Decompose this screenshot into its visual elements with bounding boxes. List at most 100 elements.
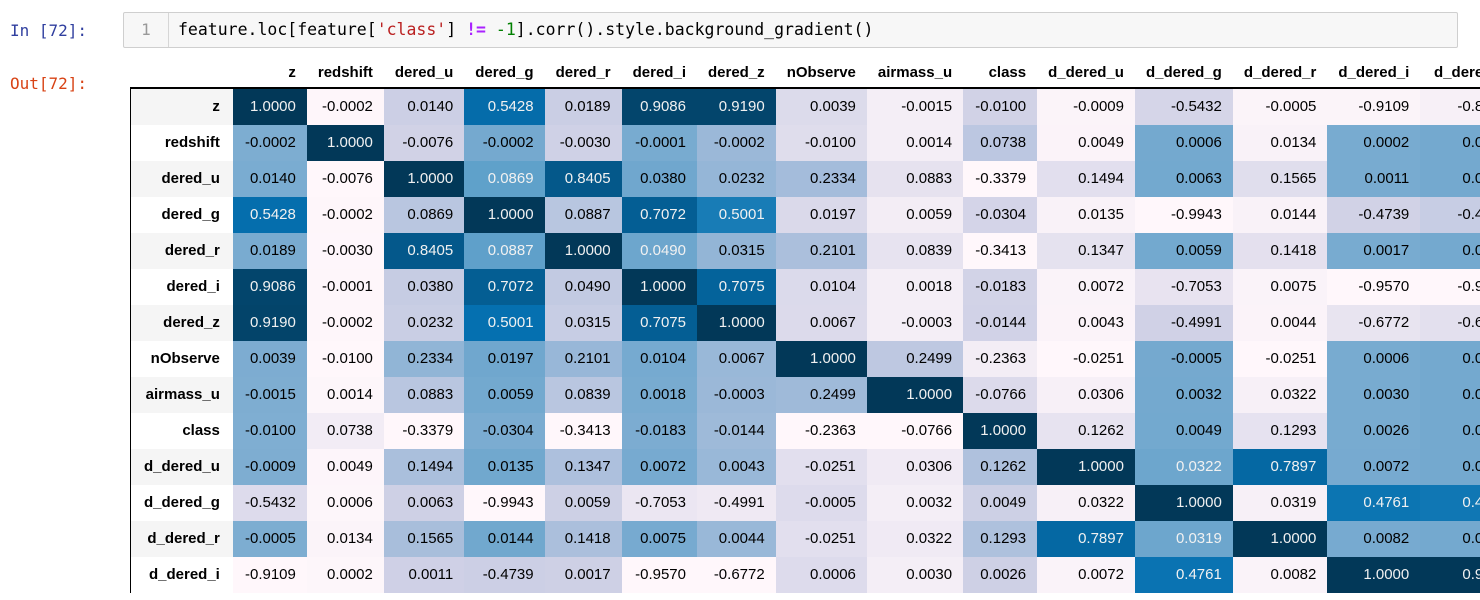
row-header: d_dered_r: [129, 521, 233, 557]
corr-cell: -0.4739: [1327, 197, 1421, 233]
corr-cell: -0.4991: [696, 485, 776, 521]
column-header: class: [963, 58, 1038, 89]
corr-cell: 1.0000: [775, 341, 867, 377]
corr-cell: 0.0082: [1232, 557, 1328, 593]
corr-cell: 0.0839: [866, 233, 964, 269]
table-row: nObserve 0.0039 -0.0100 0.2334 0.0197 0.2101 0…: [129, 341, 1480, 377]
corr-cell: -0.3379: [963, 161, 1038, 197]
corr-cell: 0.5428: [464, 88, 545, 125]
corr-cell: 0.0380: [621, 161, 697, 197]
corr-cell: 0.7072: [464, 269, 545, 305]
column-header: dered_r: [544, 58, 622, 89]
corr-cell: -0.3379: [383, 413, 465, 449]
corr-cell: 0.0135: [1037, 197, 1135, 233]
corr-cell: 0.0044: [696, 521, 776, 557]
column-header: d_dered_g: [1134, 58, 1233, 89]
corr-cell: 0.0140: [383, 88, 465, 125]
code-token-plain: ].corr().style.background_gradient(): [515, 20, 874, 39]
corr-cell: 0.0: [1420, 521, 1480, 557]
corr-cell: -0.0183: [621, 413, 697, 449]
corr-cell: 0.0134: [306, 521, 384, 557]
column-header: d_dered_r: [1232, 58, 1328, 89]
corr-cell: 0.5001: [464, 305, 545, 341]
corr-cell: -0.0001: [306, 269, 384, 305]
corr-cell: -0.0251: [1232, 341, 1328, 377]
corr-cell: 0.0315: [696, 233, 776, 269]
corr-cell: 0.0002: [1327, 125, 1421, 161]
table-row: d_dered_r -0.0005 0.0134 0.1565 0.0144 0.1418…: [129, 521, 1480, 557]
corr-cell: -0.0015: [866, 88, 964, 125]
code-token-number: -1: [495, 20, 516, 39]
corr-cell: -0.9570: [621, 557, 697, 593]
corr-cell: 0.0072: [1327, 449, 1421, 485]
output-cell: Out[72]: z redshift dered_u dered_g dered_r d…: [0, 58, 1480, 593]
corr-cell: 0.0067: [696, 341, 776, 377]
corr-cell: -0.0015: [232, 377, 307, 413]
corr-cell: -0.0005: [1134, 341, 1233, 377]
corr-cell: 0.7897: [1037, 521, 1135, 557]
code-cell: In [72]: 1 feature.loc[feature['class'] …: [0, 0, 1480, 48]
corr-cell: 0.0140: [232, 161, 307, 197]
corr-cell: 0.0011: [1327, 161, 1421, 197]
column-header: d_dered_u: [1037, 58, 1135, 89]
corr-cell: -0.9943: [1134, 197, 1233, 233]
corr-cell: 0.0043: [1037, 305, 1135, 341]
row-header: dered_u: [129, 161, 233, 197]
row-header: airmass_u: [129, 377, 233, 413]
corr-cell: 0.0232: [696, 161, 776, 197]
corr-cell: -0.0100: [232, 413, 307, 449]
corr-cell: -0.6: [1420, 305, 1480, 341]
corr-cell: -0.0304: [464, 413, 545, 449]
corr-cell: 0.0017: [1327, 233, 1421, 269]
row-header: dered_r: [129, 233, 233, 269]
corr-cell: 0.0135: [464, 449, 545, 485]
corr-cell: 0.2499: [775, 377, 867, 413]
corr-cell: -0.0002: [306, 305, 384, 341]
table-row: d_dered_g -0.5432 0.0006 0.0063 -0.9943 0.005…: [129, 485, 1480, 521]
corr-cell: 0.8405: [544, 161, 622, 197]
corr-cell: -0.7053: [1134, 269, 1233, 305]
corr-cell: 0.0322: [1037, 485, 1135, 521]
corr-cell: -0.0002: [306, 88, 384, 125]
corr-cell: -0.0002: [464, 125, 545, 161]
corr-cell: 0.0014: [306, 377, 384, 413]
corr-cell: -0.0766: [963, 377, 1038, 413]
column-header: d_dere: [1420, 58, 1480, 89]
corr-cell: -0.0144: [696, 413, 776, 449]
corr-cell: -0.9109: [1327, 88, 1421, 125]
corr-cell: 0.1347: [1037, 233, 1135, 269]
corr-cell: 1.0000: [1327, 557, 1421, 593]
corr-cell: -0.2363: [963, 341, 1038, 377]
corr-cell: -0.4739: [464, 557, 545, 593]
corr-cell: -0.3413: [544, 413, 622, 449]
corr-cell: 1.0000: [1037, 449, 1135, 485]
corr-cell: -0.0005: [232, 521, 307, 557]
output-area: z redshift dered_u dered_g dered_r dered_i der…: [129, 58, 1480, 593]
corr-cell: 0.0049: [306, 449, 384, 485]
line-number-gutter: 1: [124, 13, 169, 47]
corr-cell: -0.0002: [696, 125, 776, 161]
corr-cell: -0.0009: [232, 449, 307, 485]
corr-cell: 0.0319: [1232, 485, 1328, 521]
corr-cell: -0.2363: [775, 413, 867, 449]
corr-cell: 0.2334: [383, 341, 465, 377]
corr-cell: 1.0000: [306, 125, 384, 161]
column-header: dered_u: [383, 58, 465, 89]
corr-cell: 0.1262: [963, 449, 1038, 485]
corr-cell: 0.0315: [544, 305, 622, 341]
corr-cell: 0.0011: [383, 557, 465, 593]
row-header: dered_g: [129, 197, 233, 233]
corr-cell: 0.0197: [464, 341, 545, 377]
row-header: z: [129, 88, 233, 125]
corr-cell: 0.0144: [1232, 197, 1328, 233]
corr-cell: 0.2334: [775, 161, 867, 197]
corr-cell: 0.9190: [696, 88, 776, 125]
corr-cell: -0.0003: [696, 377, 776, 413]
corr-cell: -0.0766: [866, 413, 964, 449]
corr-cell: 1.0000: [383, 161, 465, 197]
corr-cell: 0.0075: [621, 521, 697, 557]
corr-cell: 0.0014: [866, 125, 964, 161]
corr-cell: -0.0100: [775, 125, 867, 161]
code-editor[interactable]: 1 feature.loc[feature['class'] != -1].co…: [123, 12, 1458, 48]
